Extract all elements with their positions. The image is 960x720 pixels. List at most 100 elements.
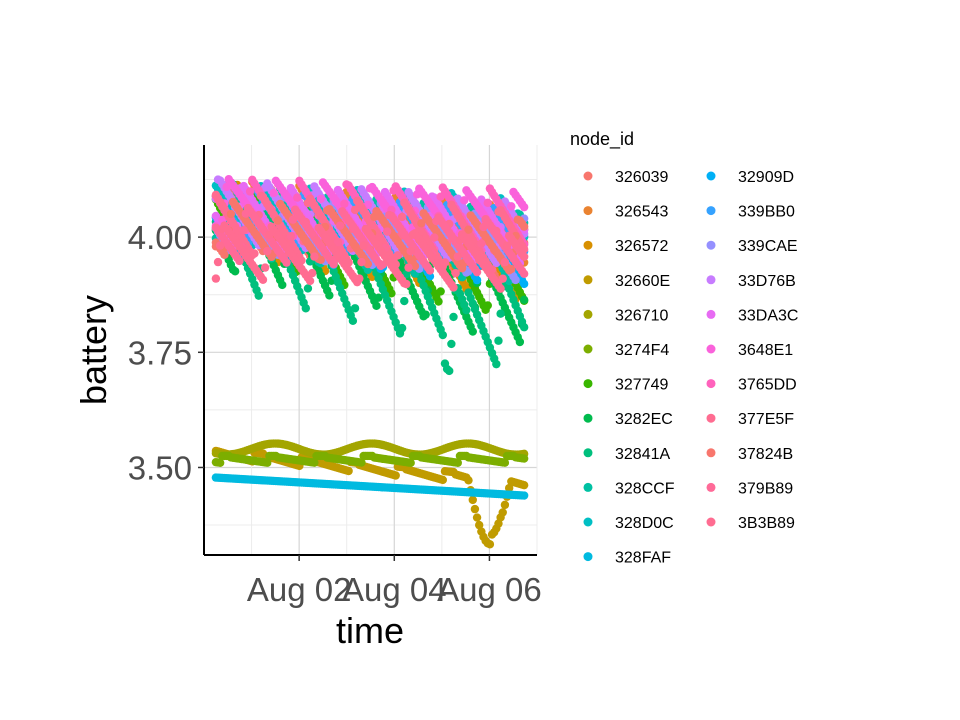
legend-label: 3282EC <box>615 411 673 428</box>
data-point <box>438 330 448 340</box>
series-377E5F <box>211 190 529 274</box>
data-point <box>215 241 225 250</box>
legend-label: 377E5F <box>738 411 794 428</box>
data-point <box>475 520 484 530</box>
legend-label: 32660E <box>615 273 670 290</box>
legend-title: node_id <box>570 129 634 150</box>
data-point <box>519 491 529 500</box>
data-point <box>472 267 482 277</box>
legend-key-3765DD <box>706 379 716 389</box>
legend-key-3648E1 <box>706 344 716 354</box>
y-tick-label: 3.75 <box>128 334 192 371</box>
data-point <box>507 264 516 274</box>
data-point <box>511 275 520 285</box>
data-point <box>464 225 473 234</box>
x-tick-label: Aug 06 <box>437 571 542 608</box>
legend-key-3282EC <box>583 413 593 423</box>
data-point <box>436 287 445 296</box>
legend-key-339CAE <box>706 240 716 250</box>
data-point <box>504 483 514 493</box>
data-point <box>440 258 450 267</box>
data-point <box>434 297 443 306</box>
data-point <box>245 187 255 196</box>
data-point <box>449 312 458 322</box>
data-point <box>447 339 456 349</box>
legend-label: 33D76B <box>738 273 796 290</box>
legend-label: 326572 <box>615 238 668 255</box>
y-tick-label: 3.50 <box>128 449 192 486</box>
legend-key-326572 <box>583 240 593 250</box>
data-point <box>235 256 244 266</box>
data-point <box>215 458 225 467</box>
data-point <box>355 274 364 283</box>
data-point <box>397 323 407 333</box>
data-point <box>477 239 486 248</box>
data-point <box>515 337 525 347</box>
y-tick-label: 4.00 <box>128 219 192 256</box>
data-point <box>288 215 298 224</box>
data-point <box>472 513 482 522</box>
legend-label: 33DA3C <box>738 307 798 324</box>
legend-label: 326039 <box>615 169 668 186</box>
data-point <box>357 458 366 467</box>
data-point <box>449 283 458 292</box>
data-point <box>348 316 358 326</box>
data-point <box>269 188 278 198</box>
data-point <box>453 458 462 467</box>
x-tick-label: Aug 04 <box>342 571 447 608</box>
legend-label: 339BB0 <box>738 204 795 221</box>
data-point <box>344 466 353 476</box>
data-point <box>507 202 516 211</box>
data-point <box>410 261 420 271</box>
data-point <box>417 219 426 228</box>
legend-key-328FAF <box>583 552 593 562</box>
legend-label: 32909D <box>738 169 794 186</box>
data-point <box>308 268 317 278</box>
data-point <box>500 500 510 510</box>
data-point <box>374 293 383 302</box>
data-point <box>500 257 510 267</box>
legend-label: 3765DD <box>738 377 797 394</box>
data-point <box>519 269 529 278</box>
data-point <box>445 366 454 376</box>
data-point <box>316 255 325 265</box>
x-tick-label: Aug 02 <box>247 571 352 608</box>
data-point <box>519 279 529 289</box>
data-point <box>519 454 529 463</box>
data-point <box>425 272 435 281</box>
data-point <box>438 475 448 485</box>
legend-key-3B3B89 <box>706 517 716 527</box>
data-point <box>286 231 296 241</box>
legend-key-33D76B <box>706 275 716 285</box>
series-328FAF <box>211 473 529 500</box>
legend-key-377E5F <box>706 413 716 423</box>
data-point <box>254 291 263 300</box>
data-point <box>273 216 283 225</box>
data-point <box>359 241 368 250</box>
data-point <box>470 504 480 514</box>
legend: 326039 326543 326572 32660E 326710 3274F4 3277… <box>583 169 798 567</box>
data-point <box>451 268 460 278</box>
legend-key-326039 <box>583 171 593 181</box>
data-point <box>498 508 507 517</box>
legend-key-328D0C <box>583 517 593 527</box>
data-point <box>468 495 477 505</box>
legend-label: 3274F4 <box>615 342 669 359</box>
data-point <box>312 235 321 245</box>
data-point <box>519 252 529 261</box>
data-point <box>250 249 259 258</box>
legend-label: 339CAE <box>738 238 798 255</box>
data-point <box>397 212 407 222</box>
data-point <box>406 246 415 256</box>
legend-key-32660E <box>583 275 593 285</box>
legend-key-3274F4 <box>583 344 593 354</box>
legend-key-32909D <box>706 171 716 181</box>
legend-key-379B89 <box>706 482 716 492</box>
data-points <box>211 174 529 549</box>
data-point <box>404 263 413 272</box>
data-point <box>335 221 345 230</box>
data-point <box>213 257 223 267</box>
data-point <box>492 359 501 369</box>
